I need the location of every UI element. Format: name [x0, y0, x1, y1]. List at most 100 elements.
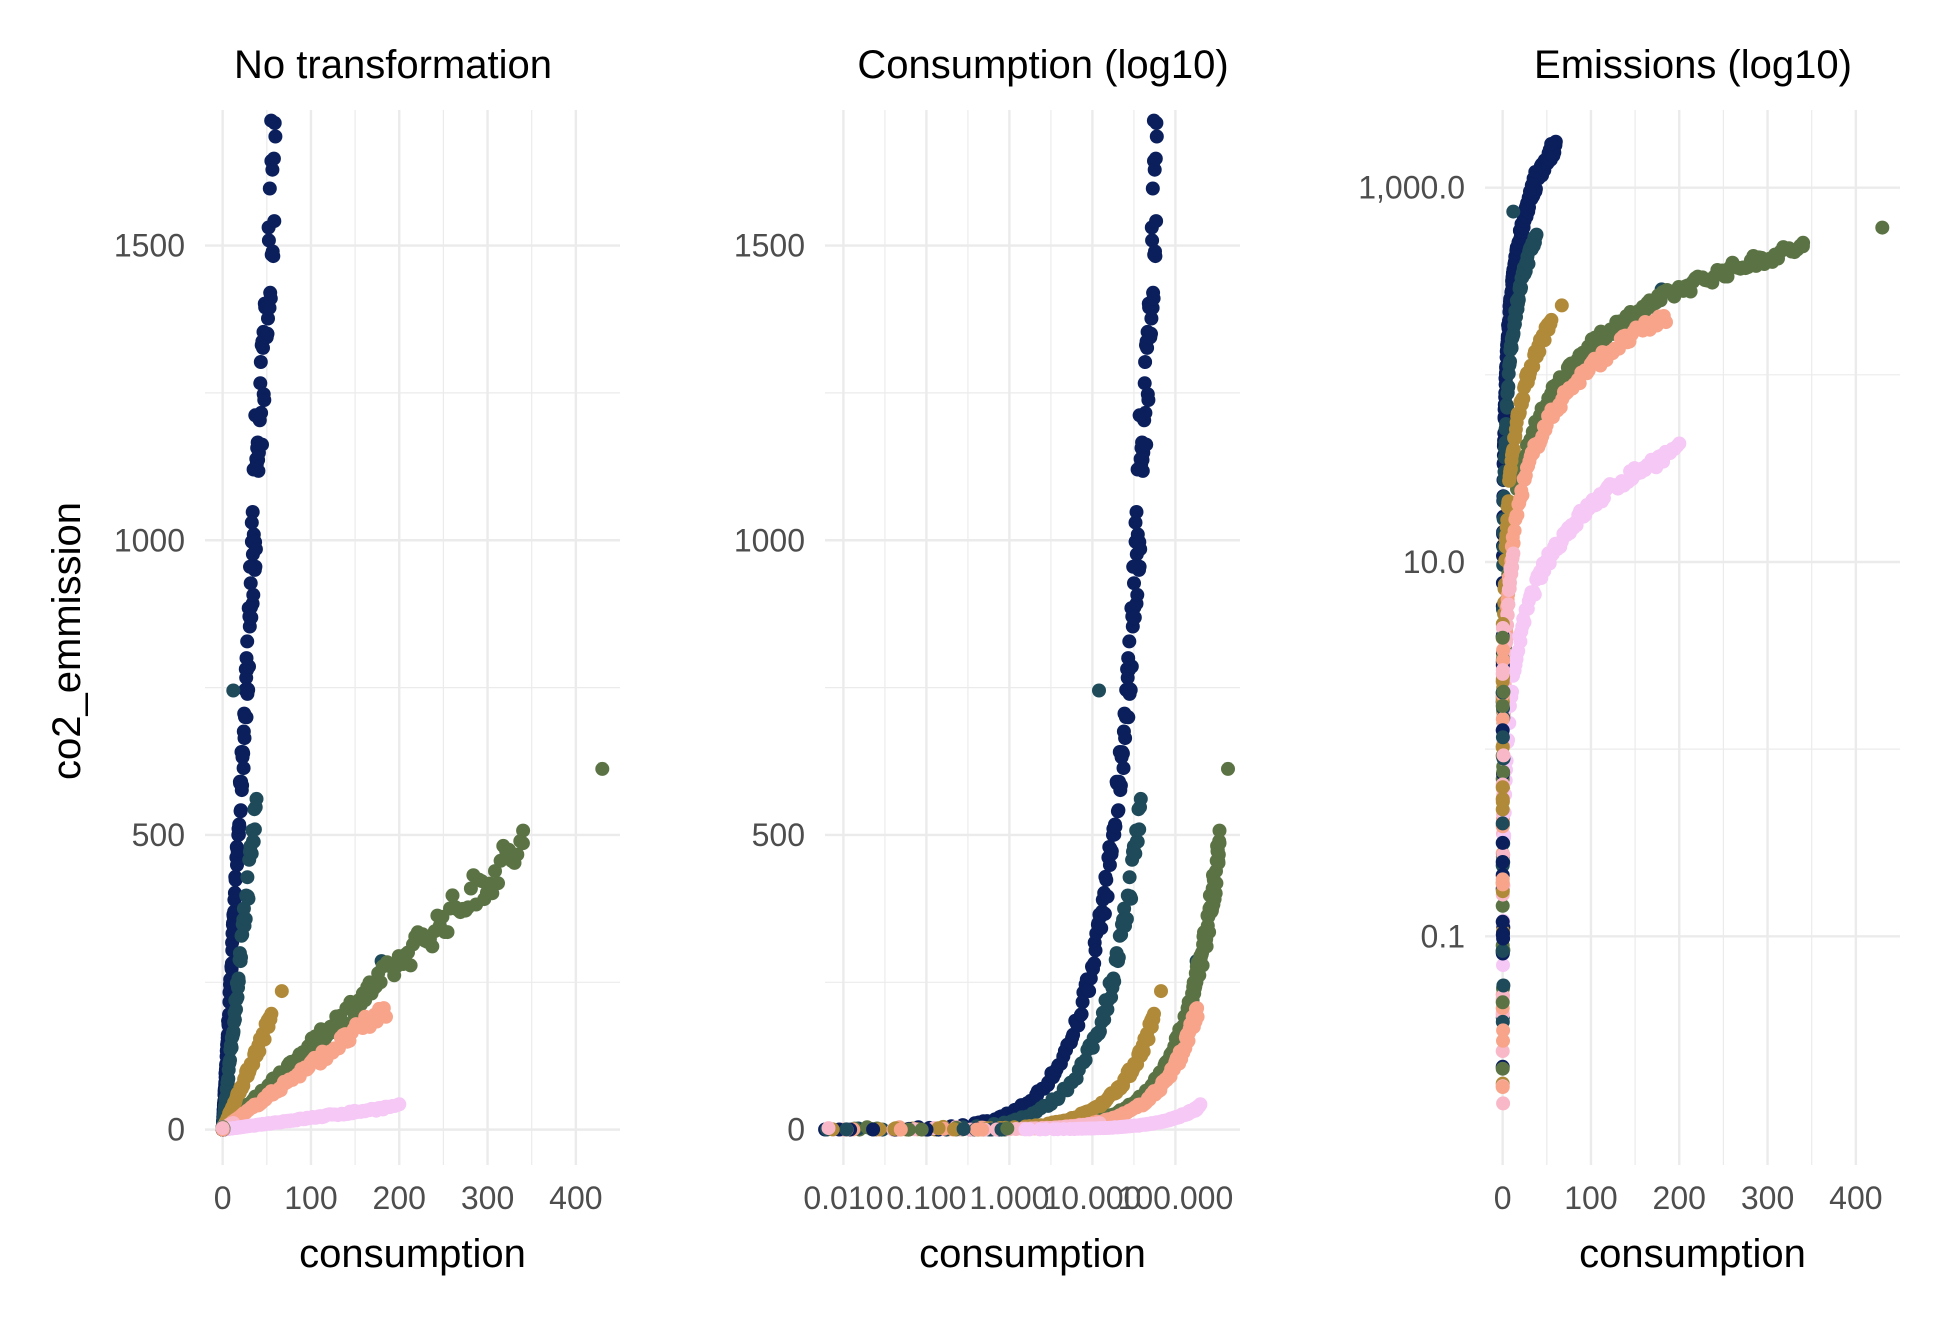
- data-point: [1496, 748, 1511, 763]
- data-point: [1516, 391, 1531, 406]
- data-point: [1144, 326, 1158, 341]
- data-point: [1147, 162, 1162, 177]
- data-point: [230, 858, 244, 872]
- data-point: [1519, 198, 1534, 213]
- data-point: [1212, 823, 1227, 838]
- data-point: [379, 1009, 393, 1024]
- data-point: [866, 1122, 881, 1137]
- data-point: [266, 249, 281, 264]
- data-point: [262, 181, 277, 196]
- data-point: [224, 1040, 239, 1055]
- data-point: [228, 872, 243, 887]
- data-point: [1495, 712, 1510, 727]
- x-tick-label: 100: [1564, 1180, 1617, 1216]
- data-point: [1124, 891, 1139, 906]
- data-point: [1118, 731, 1133, 746]
- data-point: [1510, 508, 1525, 522]
- data-point: [1495, 621, 1510, 635]
- x-axis-title: consumption: [1579, 1232, 1806, 1276]
- data-point: [1111, 950, 1126, 965]
- panel-3: 0 100 200 300 400 0.1 10.0 1,000.0 Emissions (lo…: [1358, 43, 1900, 1276]
- data-point: [1130, 587, 1145, 602]
- data-point: [1875, 220, 1890, 235]
- data-point: [233, 803, 248, 818]
- data-point: [1208, 886, 1223, 901]
- data-point: [1496, 1023, 1511, 1038]
- data-point: [1496, 765, 1511, 780]
- data-point: [392, 1097, 407, 1112]
- data-point: [1148, 151, 1163, 166]
- data-point: [236, 746, 251, 761]
- data-point: [237, 731, 252, 746]
- data-point: [234, 950, 248, 965]
- data-point: [1554, 298, 1569, 313]
- data-point: [244, 610, 259, 625]
- data-point: [1495, 802, 1510, 817]
- data-point: [241, 683, 256, 697]
- data-point: [268, 129, 283, 144]
- data-point: [1495, 780, 1510, 795]
- data-point: [1209, 876, 1224, 891]
- data-point: [1495, 995, 1510, 1010]
- data-point: [1074, 1007, 1089, 1022]
- data-point: [1154, 984, 1168, 999]
- data-point: [1544, 137, 1559, 151]
- data-point: [1138, 355, 1153, 369]
- data-point: [1672, 436, 1687, 451]
- data-point: [264, 113, 279, 128]
- data-point: [1127, 576, 1141, 591]
- x-tick-label: 0: [1494, 1180, 1512, 1216]
- data-point: [264, 1006, 279, 1021]
- data-point: [246, 462, 261, 477]
- data-point: [1145, 233, 1160, 248]
- data-point: [595, 761, 610, 776]
- data-point: [274, 984, 289, 999]
- data-point: [1121, 651, 1136, 666]
- data-point: [246, 587, 261, 602]
- data-point: [241, 891, 256, 906]
- data-point: [516, 823, 531, 838]
- data-point: [1132, 408, 1147, 423]
- data-point: [255, 437, 269, 452]
- data-point: [1195, 958, 1210, 973]
- data-point: [1496, 931, 1511, 946]
- data-point: [821, 1121, 836, 1136]
- data-point: [1495, 855, 1510, 869]
- data-point: [1100, 889, 1115, 904]
- data-point: [425, 939, 440, 954]
- data-point: [463, 881, 478, 896]
- data-point: [1133, 791, 1148, 806]
- data-point: [1130, 834, 1145, 849]
- data-point: [232, 819, 247, 834]
- data-point: [1107, 974, 1122, 989]
- data-point: [230, 844, 245, 859]
- data-point: [931, 1121, 946, 1136]
- data-point: [1221, 761, 1235, 776]
- data-point: [231, 974, 246, 989]
- data-point: [1132, 822, 1147, 837]
- data-point: [1144, 311, 1159, 326]
- y-tick-label: 500: [132, 817, 185, 853]
- data-point: [1495, 630, 1510, 645]
- data-point: [1506, 546, 1521, 561]
- data-point: [1108, 819, 1123, 834]
- data-point: [240, 870, 255, 885]
- x-tick-label: 1.000: [969, 1180, 1049, 1216]
- data-point: [1129, 505, 1144, 519]
- data-point: [1149, 129, 1164, 144]
- data-point: [1097, 906, 1112, 921]
- y-tick-label: 1000: [734, 522, 805, 558]
- data-point: [240, 634, 255, 649]
- data-point: [1495, 1080, 1510, 1094]
- data-point: [1139, 437, 1154, 452]
- data-point: [253, 376, 268, 391]
- data-point: [266, 151, 281, 166]
- data-point: [975, 1122, 990, 1137]
- data-point: [1145, 181, 1160, 196]
- points-layer: [215, 113, 610, 1137]
- data-point: [261, 233, 276, 248]
- data-point: [1148, 249, 1163, 264]
- data-point: [244, 515, 259, 530]
- data-point: [1495, 914, 1510, 929]
- data-point: [445, 888, 460, 903]
